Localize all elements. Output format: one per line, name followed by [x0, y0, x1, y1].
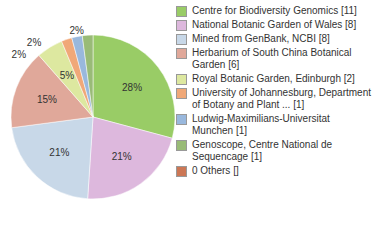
svg-text:5%: 5%: [60, 70, 75, 81]
html-text:Genoscope, Centre National de: Genoscope, Centre National de Sequencage…: [192, 139, 333, 162]
svg-text:2%: 2%: [12, 49, 27, 60]
html-text:Ludwig-Maximilians-Universitat: Ludwig-Maximilians-Universitat Munchen […: [192, 113, 330, 136]
html-text:Herbarium of South China Botan: Herbarium of South China Botanical Garde…: [192, 47, 352, 70]
svg-text:2%: 2%: [70, 25, 85, 36]
svg-text:2%: 2%: [27, 37, 42, 48]
html-text:National Botanic Garden of Wal: National Botanic Garden of Wales [8]: [192, 19, 357, 30]
html-text:Royal Botanic Garden, Edinburg: Royal Botanic Garden, Edinburgh [2]: [192, 73, 355, 84]
svg-text:15%: 15%: [37, 94, 57, 105]
svg-text:21%: 21%: [112, 151, 132, 162]
svg-text:21%: 21%: [49, 147, 69, 158]
html-text:Centre for Biodiversity Genomi: Centre for Biodiversity Genomics [11]: [192, 5, 357, 16]
svg-text:28%: 28%: [122, 82, 142, 93]
html-text:Mined from GenBank, NCBI [8]: Mined from GenBank, NCBI [8]: [192, 33, 330, 44]
html-text:0 Others []: 0 Others []: [192, 165, 239, 176]
html-text:University of Johannesburg, De: University of Johannesburg, Department o…: [192, 87, 371, 110]
